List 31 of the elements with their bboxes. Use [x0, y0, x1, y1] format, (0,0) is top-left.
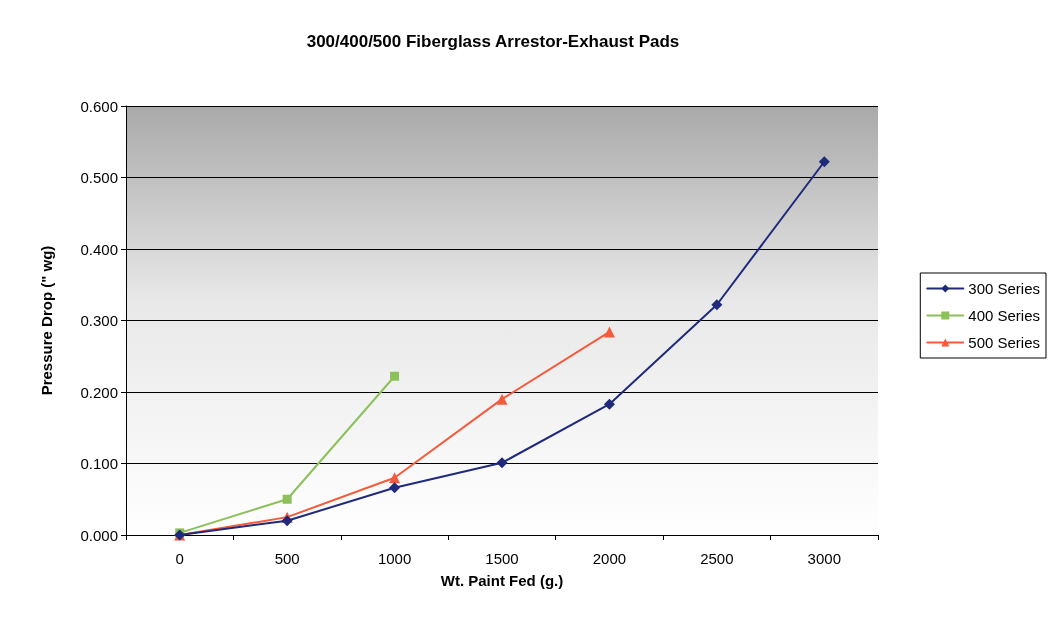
point [281, 515, 293, 527]
x-tick-label: 2000 [592, 550, 627, 567]
point [818, 156, 830, 168]
x-axis-title: Wt. Paint Fed (g.) [440, 572, 564, 589]
y-tick-label: 0.300 [80, 312, 118, 329]
x-tick-label: 3000 [807, 550, 841, 567]
legend-label: 500 Series [968, 334, 1041, 351]
point [496, 457, 508, 469]
y-tick-label: 0.400 [80, 240, 118, 258]
point [603, 326, 615, 338]
point [496, 393, 508, 405]
chart-title: 300/400/500 Fiberglass Arrestor-Exhaust Pads [306, 32, 680, 51]
point [389, 472, 401, 484]
y-axis-title: Pressure Drop (" wg) [38, 245, 55, 396]
x-tick-label: 2500 [700, 550, 734, 567]
legend-label: 300 Series [968, 280, 1041, 297]
point [282, 494, 292, 504]
x-tick-label: 500 [274, 550, 300, 567]
x-tick-label: 1500 [485, 550, 519, 567]
point [390, 371, 400, 381]
legend-label: 400 Series [968, 307, 1041, 324]
x-tick-label: 1000 [377, 550, 412, 567]
y-tick-label: 0.500 [80, 169, 118, 186]
y-tick-label: 0.000 [80, 526, 118, 544]
y-tick-label: 0.100 [80, 455, 118, 472]
point [711, 299, 723, 311]
y-tick-label: 0.600 [80, 97, 118, 115]
x-tick-label: 0 [175, 550, 184, 567]
point [603, 398, 615, 410]
point [389, 482, 401, 494]
y-tick-label: 0.200 [80, 383, 118, 401]
